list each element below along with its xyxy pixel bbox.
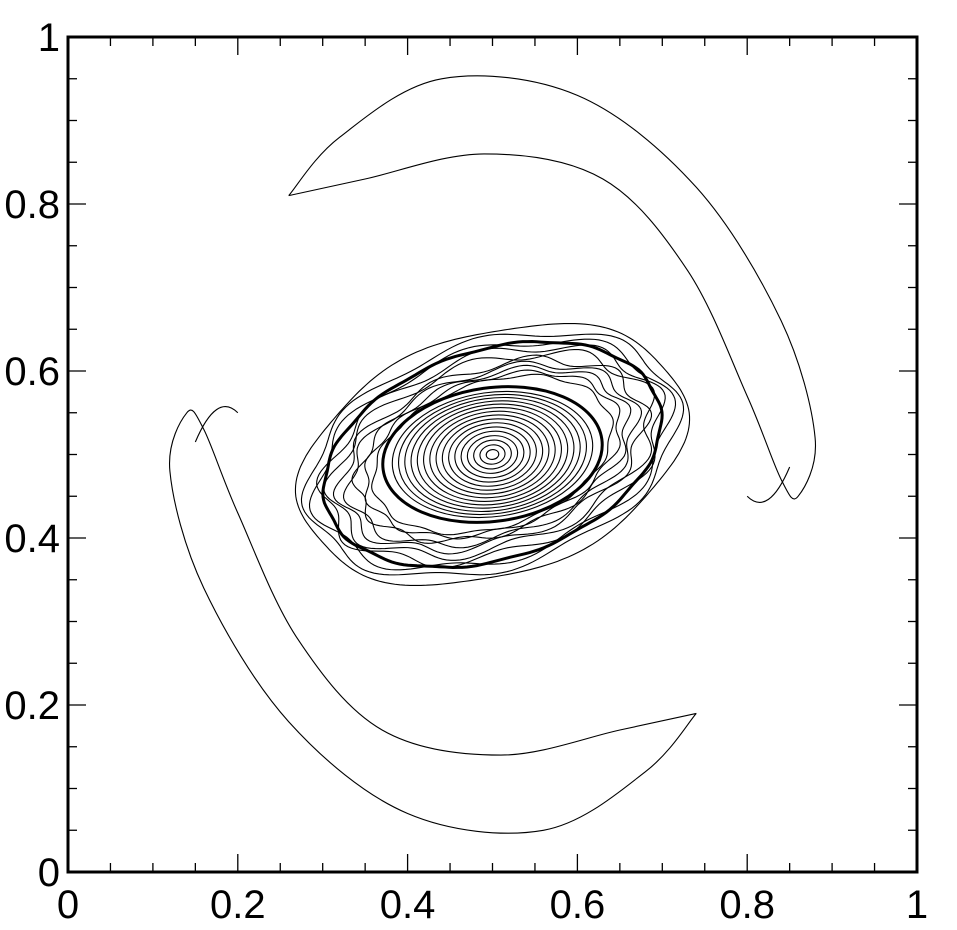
shear-layer-contour <box>343 360 642 549</box>
core-ring-contour <box>479 444 506 465</box>
y-tick-label: 0 <box>38 851 60 895</box>
core-ring-contour <box>416 403 569 506</box>
y-tick-labels: 0 0.2 0.4 0.6 0.8 1 <box>4 16 60 895</box>
core-ring-contour <box>398 393 587 516</box>
core-ring-contour <box>423 407 562 502</box>
y-tick-label: 0.4 <box>4 517 60 561</box>
shear-layer-contour <box>351 364 632 544</box>
y-tick-label: 0.8 <box>4 183 60 227</box>
shear-layer-contour <box>300 333 685 576</box>
core-ring-contour <box>441 418 544 491</box>
core-ring-contour <box>404 396 581 513</box>
shear-layer-contour <box>323 349 656 561</box>
x-tick-labels: 0 0.2 0.4 0.6 0.8 1 <box>57 883 928 927</box>
core-ring-contour <box>460 430 525 479</box>
x-tick-label: 0.6 <box>550 883 606 927</box>
core-ring-contour <box>410 400 575 509</box>
shear-layer-contour <box>332 354 653 555</box>
x-tick-label: 0.4 <box>380 883 436 927</box>
contour-lines <box>169 75 817 834</box>
outer-interface-contour <box>321 340 664 569</box>
shear-layer-contour <box>316 344 666 569</box>
core-ring-contour <box>473 439 512 470</box>
x-tick-label: 0.2 <box>210 883 266 927</box>
x-tick-label: 1 <box>906 883 928 927</box>
plot-frame <box>66 35 919 874</box>
core-ring-contour <box>454 426 531 483</box>
core-ring-contour <box>435 414 550 495</box>
lower-arm-contour <box>169 409 697 834</box>
core-ring-contour <box>429 410 556 499</box>
shear-layer-contour <box>308 338 677 571</box>
y-tick-label: 1 <box>38 16 60 60</box>
shear-layer-contour <box>371 373 614 536</box>
x-tick-label: 0.8 <box>719 883 775 927</box>
x-tick-label: 0 <box>57 883 79 927</box>
shear-layer-contour <box>364 369 621 540</box>
shear-layer-contour <box>294 322 691 587</box>
y-tick-label: 0.6 <box>4 350 60 394</box>
upper-arm-contour <box>288 75 817 500</box>
core-ring-contour <box>485 449 500 460</box>
core-ring-contour <box>448 422 537 487</box>
axis-ticks <box>67 36 918 873</box>
y-tick-label: 0.2 <box>4 684 60 728</box>
core-boundary-contour <box>381 385 604 524</box>
core-ring-contour <box>466 435 519 474</box>
core-ring-contour <box>391 390 594 519</box>
tail-contour <box>194 406 239 443</box>
tail-contour <box>746 466 791 503</box>
